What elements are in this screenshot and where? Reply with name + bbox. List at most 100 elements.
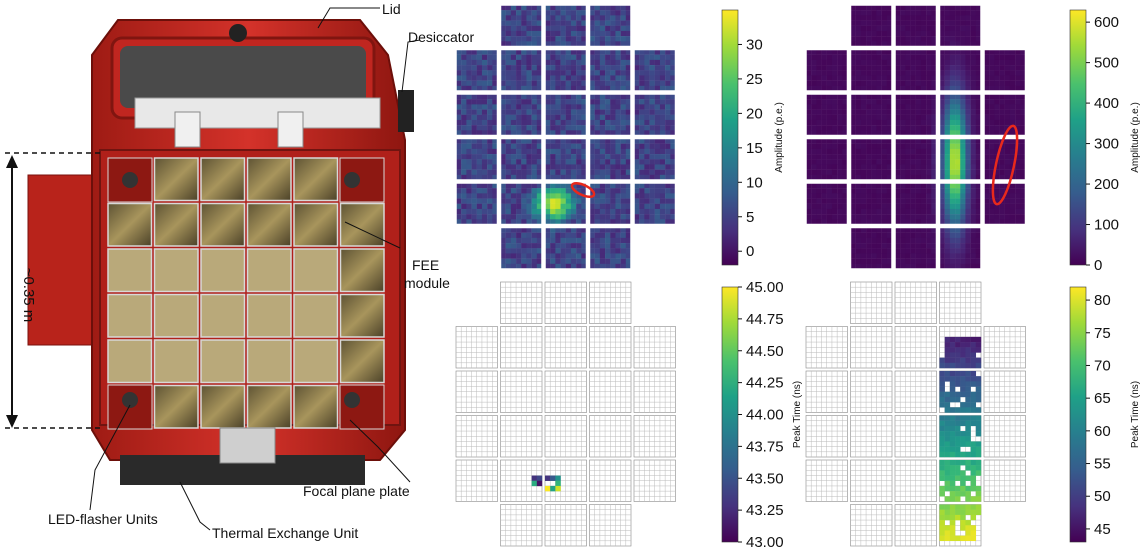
pixel [599,143,606,150]
pixel [461,130,467,136]
pixel [625,114,632,121]
pixel [670,75,676,81]
pixel [565,232,572,239]
fee-module-tile [246,157,292,202]
pixel [550,59,556,66]
pixel [644,109,650,115]
pixel [581,36,587,42]
pixel [895,109,901,115]
pixel [955,485,961,492]
pixel [920,75,927,81]
pixel [581,214,587,220]
pixel [876,164,882,170]
pixel [826,203,833,210]
pixel [910,94,916,100]
pixel [505,75,512,81]
pixel [965,431,971,437]
pixel [1015,159,1021,165]
pixel [665,119,671,126]
pixel [944,475,951,481]
pixel [510,109,517,115]
pixel [842,174,848,181]
pixel [955,119,961,126]
pixel [654,109,661,115]
pixel [926,188,932,194]
pixel [811,154,817,160]
pixel [994,174,1000,181]
pixel [970,485,977,492]
pixel [521,143,527,150]
led-flasher-label: LED-flasher Units [48,511,158,527]
colorbar-tick-label: 60 [1094,423,1111,440]
pixel [900,10,906,16]
pixel [555,125,561,131]
pixel [665,94,671,100]
pixel [881,237,888,244]
pixel [500,49,506,55]
pixel [960,352,966,358]
pixel [589,258,595,265]
pixel [970,446,977,453]
pixel [670,174,676,181]
pixel [576,248,582,254]
pixel [589,138,595,144]
pixel [471,193,477,199]
pixel [871,243,877,249]
pixel [842,80,848,87]
pixel [855,30,862,37]
pixel [931,174,937,181]
pixel [555,94,561,100]
pixel [649,219,655,225]
pixel [831,80,838,87]
pixel [886,208,893,215]
pixel [615,54,621,61]
pixel [975,70,982,76]
pixel [881,130,888,136]
pixel [970,49,977,55]
pixel [649,138,655,144]
pixel [900,237,906,244]
pixel [1020,49,1026,55]
pixel [881,25,888,32]
pixel [984,193,990,199]
pixel [589,143,595,150]
pixel [970,80,977,87]
pixel [516,99,522,105]
pixel [471,164,477,170]
pixel [487,94,493,100]
pixel [1009,193,1016,199]
pixel [910,188,916,194]
pixel [594,41,601,47]
pixel [639,183,645,189]
pixel [955,227,961,233]
pixel [625,30,632,37]
pixel [989,119,995,126]
pixel [599,94,606,100]
pixel [625,253,632,259]
pixel [531,154,538,160]
pixel [634,214,640,220]
pixel [576,159,582,165]
pixel [510,138,517,144]
pixel [565,243,572,249]
pixel [531,109,538,115]
pixel [670,125,676,131]
pixel [876,174,882,181]
pixel [550,219,556,225]
pixel [895,253,901,259]
pixel [910,54,916,61]
pixel [500,114,506,121]
pixel [900,193,906,199]
pixel [550,227,556,233]
pixel [589,10,595,16]
pixel [949,85,956,92]
pixel [876,75,882,81]
pixel [975,253,982,259]
pixel [970,441,977,447]
pixel [855,15,862,21]
pixel [531,248,538,254]
pixel [634,59,640,66]
pixel [837,70,843,76]
pixel [826,114,833,121]
pixel [500,85,506,92]
